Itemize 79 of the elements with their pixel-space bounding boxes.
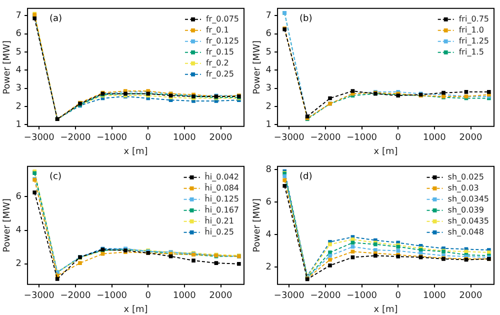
annotation: (b): [300, 14, 312, 24]
legend-label: fr_0.075: [206, 14, 240, 24]
legend-label: fr_0.25: [206, 69, 234, 78]
y-tick-label: 2: [266, 262, 272, 272]
legend-label: fri_1.5: [458, 47, 484, 56]
y-tick-label: 4: [266, 230, 272, 240]
x-axis-title: x [m]: [374, 304, 398, 315]
legend-label: fri_1.0: [458, 25, 484, 34]
y-tick-label: 6: [266, 197, 272, 208]
legend-label: fr_0.1: [206, 25, 229, 34]
y-axis-title: Power [MW]: [252, 40, 263, 94]
x-tick-label: −2000: [310, 133, 341, 144]
legend-label: sh_0.0435: [448, 216, 490, 226]
legend-label: fr_0.15: [206, 47, 234, 56]
y-tick-label: 1: [266, 120, 272, 130]
x-tick-label: −1000: [96, 133, 128, 144]
x-tick-label: 2000: [209, 291, 232, 302]
y-tick-label: 7: [16, 11, 22, 22]
y-tick-label: 6: [16, 192, 22, 202]
legend-label: sh_0.0345: [448, 194, 490, 204]
y-axis-title: Power [MW]: [2, 40, 13, 94]
x-tick-label: −3000: [274, 291, 305, 302]
y-tick-label: 8: [266, 164, 272, 175]
y-tick-label: 3: [16, 84, 22, 94]
x-tick-label: 2000: [209, 133, 232, 144]
x-tick-label: 2000: [459, 291, 482, 302]
y-tick-label: 7: [266, 11, 272, 22]
legend-label: ĥi_0.125: [204, 193, 240, 204]
x-tick-label: 0: [145, 133, 152, 144]
y-axis-title: Power [MW]: [2, 198, 13, 252]
legend-label: sh_0.025: [448, 172, 484, 182]
x-axis-title: x [m]: [124, 304, 148, 315]
y-tick-label: 6: [16, 29, 22, 40]
annotation: (a): [50, 14, 62, 24]
x-tick-label: 0: [395, 133, 402, 144]
y-tick-label: 4: [16, 65, 22, 76]
y-tick-label: 2: [16, 259, 22, 270]
y-axis-title: Power [MW]: [252, 198, 263, 252]
x-tick-label: 1000: [422, 291, 446, 302]
x-axis-title: x [m]: [374, 146, 398, 157]
x-tick-label: −3000: [24, 133, 55, 144]
x-tick-label: 1000: [172, 133, 196, 144]
annotation: (c): [50, 172, 62, 182]
x-tick-label: 2000: [459, 133, 482, 144]
legend-label: sh_0.039: [448, 205, 484, 214]
x-tick-label: −2000: [60, 291, 91, 302]
y-tick-label: 4: [266, 65, 272, 76]
y-tick-label: 2: [266, 102, 272, 112]
annotation: (d): [300, 172, 312, 182]
y-tick-label: 1: [16, 120, 22, 130]
legend-label: ĥi_0.167: [204, 204, 240, 214]
x-tick-label: −1000: [346, 291, 378, 302]
x-tick-label: −1000: [346, 133, 378, 144]
legend-label: fr_0.125: [206, 36, 240, 46]
x-tick-label: 1000: [422, 133, 446, 144]
legend-label: ĥi_0.21: [204, 215, 234, 226]
legend-label: fri_1.25: [458, 36, 489, 46]
x-tick-label: −1000: [96, 291, 128, 302]
legend-label: sh_0.03: [448, 183, 479, 192]
x-tick-label: 0: [145, 291, 152, 302]
x-axis-title: x [m]: [124, 146, 148, 157]
x-tick-label: −3000: [274, 133, 305, 144]
y-tick-label: 6: [266, 29, 272, 40]
y-tick-label: 4: [16, 226, 22, 236]
y-tick-label: 2: [16, 102, 22, 112]
x-tick-label: −2000: [60, 133, 91, 144]
legend-label: fr_0.2: [206, 58, 229, 68]
y-tick-label: 3: [266, 84, 272, 94]
y-tick-label: 5: [266, 47, 272, 58]
legend-label: sh_0.048: [448, 227, 484, 236]
x-tick-label: 1000: [172, 291, 196, 302]
legend-label: ĥi_0.25: [204, 226, 234, 236]
legend-label: ĥi_0.084: [204, 182, 240, 192]
x-tick-label: −2000: [310, 291, 341, 302]
x-tick-label: 0: [395, 291, 402, 302]
legend-label: fri_0.75: [458, 14, 489, 24]
y-tick-label: 5: [16, 47, 22, 58]
legend-label: ĥi_0.042: [204, 171, 240, 182]
x-tick-label: −3000: [24, 291, 55, 302]
